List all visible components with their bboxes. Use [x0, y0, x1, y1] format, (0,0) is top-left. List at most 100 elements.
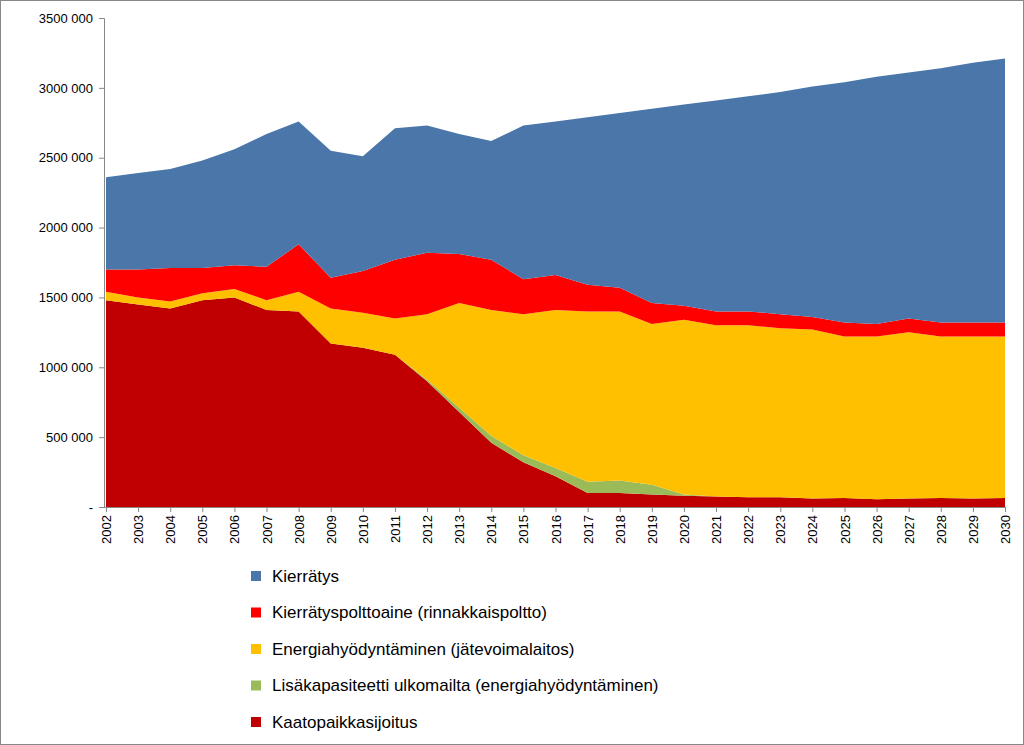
x-tick: 2015: [516, 507, 531, 544]
y-tick-label: 1500 000: [39, 290, 93, 305]
x-tick-mark: [844, 507, 845, 512]
y-axis-line: [99, 19, 105, 508]
x-tick: 2024: [805, 507, 820, 544]
x-tick-mark: [909, 507, 910, 512]
x-tick-mark: [973, 507, 974, 512]
x-tick: 2030: [998, 507, 1013, 544]
x-tick-mark: [877, 507, 878, 512]
x-tick-mark: [588, 507, 589, 512]
x-tick-mark: [491, 507, 492, 512]
x-tick: 2010: [356, 507, 371, 544]
legend-label: Lisäkapasiteetti ulkomailta (energiahyöd…: [272, 676, 659, 695]
x-tick-label: 2003: [131, 515, 146, 544]
y-tick-label: 3500 000: [39, 11, 93, 26]
y-tick-mark: [99, 88, 104, 89]
plot-area: [106, 59, 1005, 507]
x-tick-mark: [331, 507, 332, 512]
x-tick-label: 2029: [966, 515, 981, 544]
y-tick: 2000 000: [39, 220, 104, 235]
x-tick-label: 2030: [998, 515, 1013, 544]
x-tick-label: 2002: [99, 515, 114, 544]
x-tick-mark: [170, 507, 171, 512]
x-tick-label: 2015: [516, 515, 531, 544]
x-tick-mark: [684, 507, 685, 512]
y-tick-mark: [99, 437, 104, 438]
x-tick-label: 2027: [902, 515, 917, 544]
y-tick-label: -: [89, 500, 93, 515]
legend-label: Energiahyödyntäminen (jätevoimalaitos): [272, 640, 574, 659]
x-tick-label: 2010: [356, 515, 371, 544]
x-tick-label: 2011: [388, 515, 403, 543]
x-tick: 2003: [131, 507, 146, 544]
y-tick-mark: [99, 18, 104, 19]
x-tick-label: 2007: [260, 515, 275, 544]
y-tick-mark: [99, 158, 104, 159]
x-tick-label: 2022: [741, 515, 756, 544]
x-tick-label: 2006: [227, 515, 242, 544]
x-tick-label: 2009: [324, 515, 339, 544]
x-tick: 2017: [581, 507, 596, 544]
x-tick-mark: [748, 507, 749, 512]
x-tick-label: 2028: [934, 515, 949, 544]
x-tick-label: 2023: [773, 515, 788, 544]
x-tick: 2021: [709, 507, 724, 544]
x-tick-mark: [941, 507, 942, 512]
x-tick-mark: [427, 507, 428, 512]
y-tick: 2500 000: [39, 150, 104, 165]
x-tick: 2008: [292, 507, 307, 544]
x-tick-label: 2020: [677, 515, 692, 544]
x-tick-label: 2005: [195, 515, 210, 544]
x-tick: 2007: [260, 507, 275, 544]
legend-entry: Kierrätyspolttoaine (rinnakkaispoltto): [251, 603, 547, 622]
x-tick: 2014: [484, 507, 499, 544]
x-tick: 2004: [163, 507, 178, 544]
legend-entry: Kierrätys: [251, 567, 339, 586]
x-tick-mark: [363, 507, 364, 512]
x-tick-mark: [1005, 507, 1006, 512]
legend-entry: Kaatopaikkasijoitus: [251, 713, 418, 732]
x-tick-mark: [556, 507, 557, 512]
x-tick-mark: [106, 507, 107, 512]
x-tick-mark: [267, 507, 268, 512]
x-tick-label: 2014: [484, 515, 499, 544]
x-axis-line: [104, 507, 1005, 508]
chart: -500 0001000 0001500 0002000 0002500 000…: [0, 0, 1024, 745]
x-tick-mark: [716, 507, 717, 512]
legend: Kierrätys Kierrätyspolttoaine (rinnakkais…: [251, 567, 659, 732]
x-tick-label: 2019: [645, 515, 660, 544]
x-tick-label: 2012: [420, 515, 435, 544]
x-tick-mark: [234, 507, 235, 512]
x-tick: 2022: [741, 507, 756, 544]
x-tick: 2026: [870, 507, 885, 544]
x-tick-mark: [459, 507, 460, 512]
x-tick: 2009: [324, 507, 339, 544]
x-tick: 2002: [99, 507, 114, 544]
y-tick: 3000 000: [39, 81, 104, 96]
x-tick: 2011: [388, 507, 403, 543]
x-tick: 2016: [549, 507, 564, 544]
x-tick-mark: [523, 507, 524, 512]
legend-swatch: [251, 571, 261, 581]
x-tick-label: 2025: [838, 515, 853, 544]
chart-border: [1, 1, 1024, 745]
x-tick-mark: [299, 507, 300, 512]
x-tick-label: 2013: [452, 515, 467, 544]
x-tick: 2028: [934, 507, 949, 544]
y-tick-mark: [99, 507, 104, 508]
x-tick: 2027: [902, 507, 917, 544]
x-axis: 2002 2003 2004 2005 2006 2007 2008 2009 2010 2011…: [99, 507, 1013, 544]
y-tick: 500 000: [46, 430, 104, 445]
x-tick-mark: [652, 507, 653, 512]
x-tick-label: 2008: [292, 515, 307, 544]
x-tick-mark: [620, 507, 621, 512]
x-tick-label: 2004: [163, 515, 178, 544]
legend-swatch: [251, 608, 261, 618]
y-tick-mark: [99, 228, 104, 229]
y-tick-mark: [99, 297, 104, 298]
y-tick-label: 2000 000: [39, 220, 93, 235]
x-tick: 2018: [613, 507, 628, 544]
x-tick: 2029: [966, 507, 981, 544]
x-tick-mark: [780, 507, 781, 512]
x-tick-mark: [812, 507, 813, 512]
y-axis: -500 0001000 0001500 0002000 0002500 000…: [39, 11, 105, 515]
